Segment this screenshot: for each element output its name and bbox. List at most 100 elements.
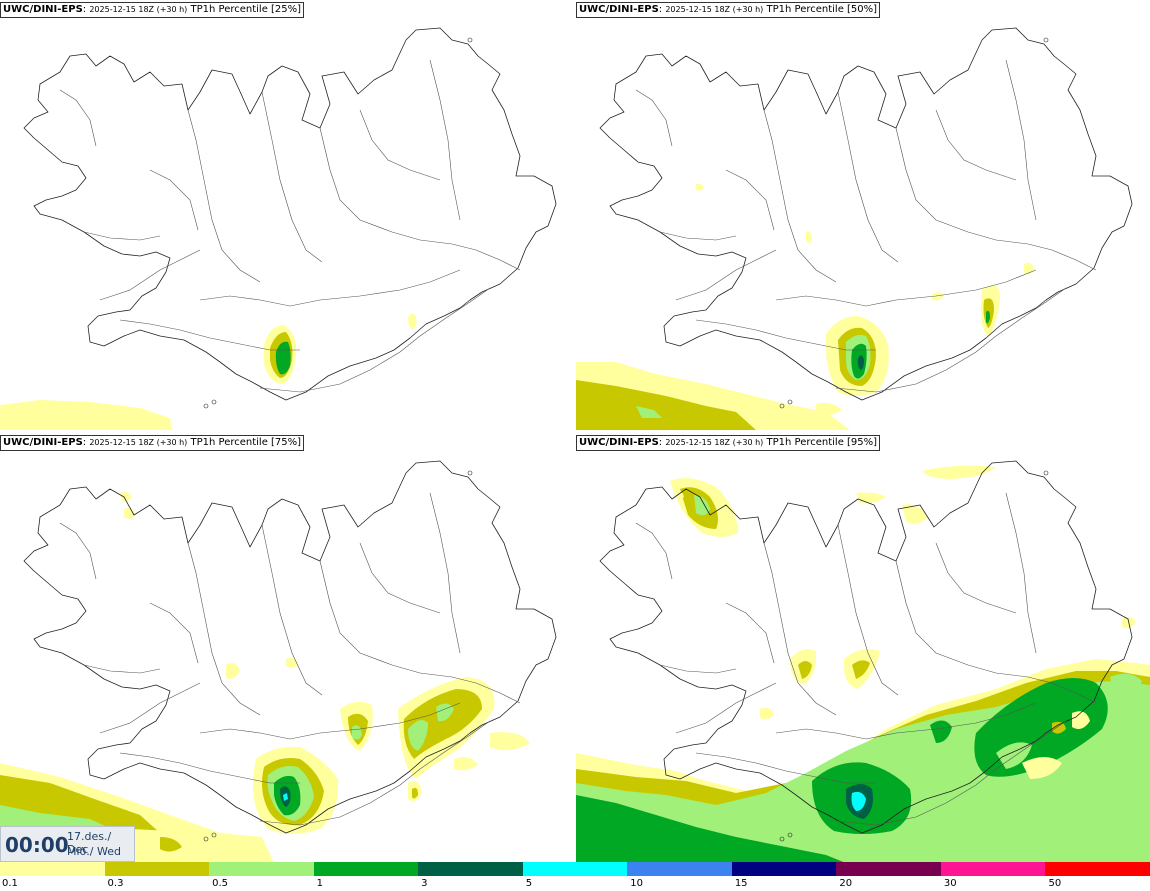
- island: [787, 399, 793, 405]
- road-line: [837, 524, 899, 696]
- precip-area: [676, 491, 684, 499]
- product-name: TP1h Percentile [50%]: [766, 4, 878, 15]
- precipitation-colorbar: 0.1 0.3 0.5 1 3 5 10 15 20 30 50: [0, 862, 1150, 891]
- road-line: [635, 522, 673, 580]
- map-panel-75: UWC/DINI-EPS: 2025-12-15 18Z (+30 h) TP1…: [0, 433, 574, 863]
- precip-area: [1022, 757, 1062, 779]
- road-line: [763, 542, 837, 716]
- precip-area: [857, 355, 864, 370]
- precip-area: [996, 742, 1032, 769]
- map-panel-50: UWC/DINI-EPS: 2025-12-15 18Z (+30 h) TP1…: [576, 0, 1150, 430]
- precip-area: [286, 657, 298, 668]
- island: [1043, 470, 1049, 476]
- iceland-map: [0, 460, 557, 863]
- road-line: [359, 542, 441, 614]
- colorbar-swatch: [104, 862, 211, 876]
- panel-title: UWC/DINI-EPS: 2025-12-15 18Z (+30 h) TP1…: [0, 2, 305, 18]
- island: [203, 403, 209, 409]
- colorbar-swatch: [627, 862, 733, 876]
- precip-area: [408, 720, 428, 751]
- road-line: [835, 287, 1067, 393]
- road-line: [935, 542, 1017, 614]
- road-line: [319, 560, 521, 704]
- colorbar-swatch: [1045, 862, 1150, 876]
- island: [211, 832, 217, 838]
- run-time: 2025-12-15 18Z (+30 h): [665, 438, 764, 447]
- road-line: [199, 702, 461, 740]
- road-line: [695, 319, 876, 351]
- road-line: [59, 522, 97, 580]
- precip-area: [636, 406, 662, 418]
- precip-area: [160, 837, 182, 852]
- road-line: [675, 249, 777, 301]
- valid-time-box: 00:00 17.des./ Dec Mið./ Wed: [0, 826, 135, 862]
- road-line: [1005, 492, 1037, 654]
- precip-area: [930, 720, 952, 743]
- road-line: [835, 720, 1067, 826]
- precip-area: [816, 402, 842, 416]
- colorbar-label: 1: [316, 878, 323, 889]
- map-panel-95: UWC/DINI-EPS: 2025-12-15 18Z (+30 h) TP1…: [576, 433, 1150, 863]
- colorbar-swatch: [313, 862, 420, 876]
- precip-area: [852, 660, 870, 679]
- colorbar-label: 3: [421, 878, 428, 889]
- colorbar-swatch: [522, 862, 629, 876]
- road-line: [83, 664, 161, 674]
- road-line: [359, 109, 441, 181]
- road-line: [763, 109, 837, 283]
- valid-date: 17.des./ Dec: [67, 830, 112, 856]
- precip-area: [576, 380, 756, 430]
- run-time: 2025-12-15 18Z (+30 h): [89, 438, 188, 447]
- road-line: [935, 109, 1017, 181]
- precip-area: [694, 495, 710, 516]
- road-line: [99, 682, 201, 734]
- island: [467, 37, 473, 43]
- road-line: [319, 127, 521, 271]
- model-name: UWC/DINI-EPS: [579, 437, 659, 448]
- road-line: [1005, 59, 1037, 221]
- road-line: [149, 602, 199, 664]
- model-name: UWC/DINI-EPS: [579, 4, 659, 15]
- road-line: [659, 664, 737, 674]
- valid-time: 00:00: [5, 833, 69, 857]
- colorbar-label: 0.5: [212, 878, 228, 889]
- road-line: [837, 91, 899, 263]
- road-line: [259, 720, 491, 826]
- island: [779, 836, 785, 842]
- panel-title: UWC/DINI-EPS: 2025-12-15 18Z (+30 h) TP1…: [0, 435, 305, 451]
- road-line: [635, 89, 673, 147]
- precip-area: [806, 231, 812, 243]
- road-line: [659, 231, 737, 241]
- precip-area: [856, 492, 886, 504]
- road-line: [895, 127, 1097, 271]
- precip-area: [124, 507, 136, 519]
- island: [211, 399, 217, 405]
- precip-area: [798, 661, 812, 679]
- island: [779, 403, 785, 409]
- precip-area: [932, 292, 944, 301]
- road-line: [83, 231, 161, 241]
- valid-weekday: Mið./ Wed: [67, 845, 121, 858]
- precip-area: [1110, 673, 1142, 703]
- colorbar-swatch: [731, 862, 838, 876]
- road-line: [149, 169, 199, 231]
- precip-area: [1052, 721, 1066, 734]
- road-line: [187, 109, 261, 283]
- colorbar-label: 5: [525, 878, 533, 889]
- road-line: [895, 560, 1097, 704]
- panel-title: UWC/DINI-EPS: 2025-12-15 18Z (+30 h) TP1…: [576, 435, 881, 451]
- iceland-map: [576, 460, 1150, 863]
- colorbar-label: 20: [839, 878, 853, 889]
- colorbar-swatch: [418, 862, 524, 876]
- precip-area: [454, 757, 478, 771]
- precip-area: [576, 795, 846, 863]
- road-line: [675, 682, 777, 734]
- road-line: [187, 542, 261, 716]
- precip-area: [226, 663, 240, 679]
- iceland-map: [576, 27, 1133, 430]
- model-name: UWC/DINI-EPS: [3, 4, 83, 15]
- colorbar-label: 15: [734, 878, 748, 889]
- road-line: [119, 319, 300, 351]
- colorbar-swatch: [940, 862, 1047, 876]
- precip-area: [283, 793, 288, 801]
